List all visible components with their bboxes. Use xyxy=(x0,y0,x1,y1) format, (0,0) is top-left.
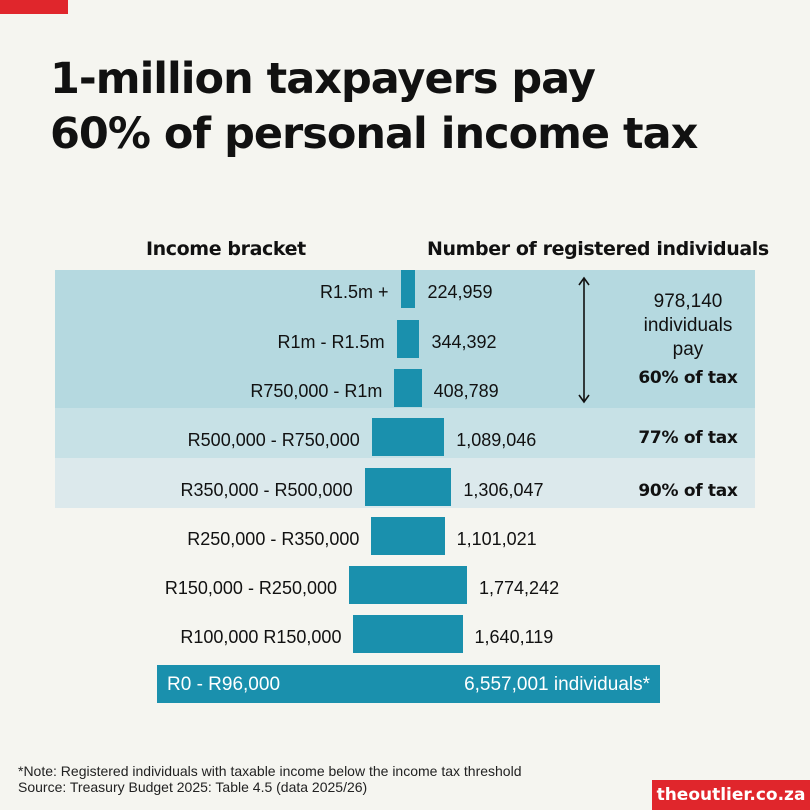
value-label: 344,392 xyxy=(431,332,497,352)
value-label-r0-r96000: 6,557,001 individuals* xyxy=(464,674,650,695)
bar xyxy=(371,517,445,555)
bracket-label: R1m - R1.5m xyxy=(277,332,385,352)
value-label: 224,959 xyxy=(427,282,493,302)
group-annotation: 978,140 individuals pay 60% of tax xyxy=(628,290,748,390)
bar-row: R1.5m + 224,959 xyxy=(0,270,810,314)
title-line-2: 60% of personal income tax xyxy=(50,109,698,159)
bar-row: R500,000 - R750,000 1,089,046 xyxy=(0,418,810,462)
income-bracket-header: Income bracket xyxy=(146,238,306,260)
note-text: *Note: Registered individuals with taxab… xyxy=(18,763,522,779)
bracket-label-r0-r96000: R0 - R96,000 xyxy=(167,674,281,695)
bracket-span-arrow xyxy=(578,276,590,404)
bar-row: R350,000 - R500,000 1,306,047 xyxy=(0,468,810,512)
bar xyxy=(349,566,467,604)
group-pay: pay xyxy=(672,339,704,360)
bracket-label: R1.5m + xyxy=(320,282,389,302)
page-title: 1-million taxpayers pay 60% of personal … xyxy=(50,52,698,162)
source-text: Source: Treasury Budget 2025: Table 4.5 … xyxy=(18,779,368,795)
footnote: *Note: Registered individuals with taxab… xyxy=(18,763,522,795)
bar-row: R250,000 - R350,000 1,101,021 xyxy=(0,517,810,561)
bracket-label: R100,000 R150,000 xyxy=(180,627,342,647)
brand-badge: theoutlier.co.za xyxy=(652,780,810,810)
group-share-60: 60% of tax xyxy=(638,368,738,388)
bar xyxy=(353,615,463,653)
bar-row: R750,000 - R1m 408,789 xyxy=(0,369,810,413)
bar xyxy=(396,320,420,358)
group-individuals: individuals xyxy=(643,315,733,336)
value-label: 1,101,021 xyxy=(456,529,537,549)
bracket-label: R500,000 - R750,000 xyxy=(187,430,360,450)
bracket-label: R150,000 - R250,000 xyxy=(164,578,337,598)
value-label: 1,306,047 xyxy=(463,480,544,500)
bar-r0-r96000: R0 - R96,000 6,557,001 individuals* xyxy=(157,665,660,703)
value-label: 1,089,046 xyxy=(456,430,537,450)
share-77-label: 77% of tax xyxy=(638,428,738,448)
group-count: 978,140 xyxy=(653,291,723,312)
bar-row: R150,000 - R250,000 1,774,242 xyxy=(0,566,810,610)
value-label: 1,774,242 xyxy=(479,578,560,598)
value-label: 408,789 xyxy=(433,381,499,401)
bracket-label: R350,000 - R500,000 xyxy=(180,480,353,500)
bracket-label: R750,000 - R1m xyxy=(250,381,383,401)
registered-individuals-header: Number of registered individuals xyxy=(427,238,769,260)
brand-accent-tab xyxy=(0,0,68,14)
bar xyxy=(364,468,452,506)
share-90-label: 90% of tax xyxy=(638,481,738,501)
title-line-1: 1-million taxpayers pay xyxy=(50,54,596,104)
value-label: 1,640,119 xyxy=(474,627,554,647)
bar xyxy=(394,369,422,407)
bar xyxy=(400,270,416,308)
bar xyxy=(371,418,445,456)
bracket-label: R250,000 - R350,000 xyxy=(187,529,360,549)
bar-row: R100,000 R150,000 1,640,119 xyxy=(0,615,810,659)
bar-row: R1m - R1.5m 344,392 xyxy=(0,320,810,364)
